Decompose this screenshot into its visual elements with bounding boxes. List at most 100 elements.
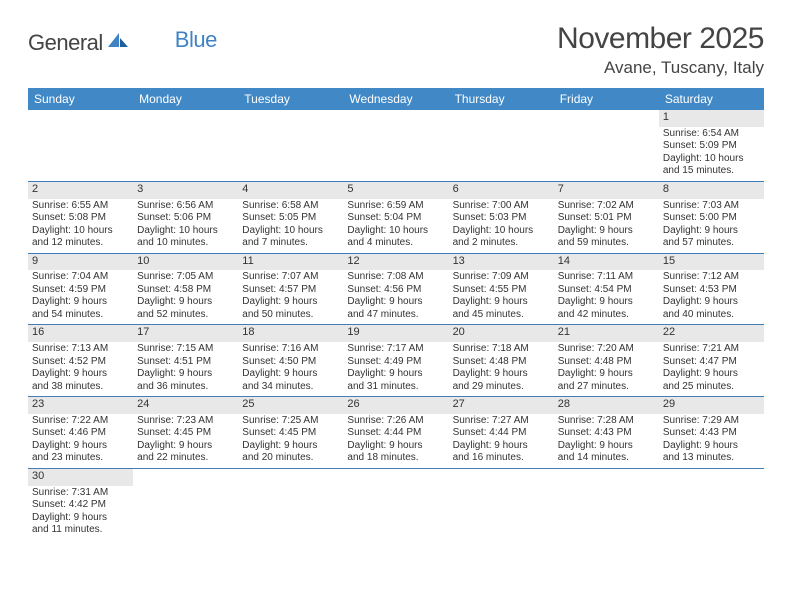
sunset-text: Sunset: 5:04 PM (347, 212, 446, 225)
sunrise-text: Sunrise: 7:22 AM (32, 415, 131, 428)
day2-text: and 54 minutes. (32, 309, 131, 322)
sunrise-text: Sunrise: 6:59 AM (347, 200, 446, 213)
sunrise-text: Sunrise: 7:20 AM (558, 343, 657, 356)
date-band: 17 (133, 325, 238, 342)
day2-text: and 18 minutes. (347, 452, 446, 465)
date-band: 21 (554, 325, 659, 342)
day-cell: 3Sunrise: 6:56 AMSunset: 5:06 PMDaylight… (133, 182, 238, 253)
sunset-text: Sunset: 4:44 PM (347, 427, 446, 440)
day2-text: and 45 minutes. (453, 309, 552, 322)
sunrise-text: Sunrise: 7:27 AM (453, 415, 552, 428)
day1-text: Daylight: 9 hours (32, 440, 131, 453)
sunset-text: Sunset: 4:54 PM (558, 284, 657, 297)
sunset-text: Sunset: 5:08 PM (32, 212, 131, 225)
date-band: 28 (554, 397, 659, 414)
sunrise-text: Sunrise: 7:08 AM (347, 271, 446, 284)
week-row: 1Sunrise: 6:54 AMSunset: 5:09 PMDaylight… (28, 110, 764, 182)
sunrise-text: Sunrise: 7:31 AM (32, 487, 131, 500)
sunset-text: Sunset: 4:49 PM (347, 356, 446, 369)
empty-cell (554, 110, 659, 181)
sunset-text: Sunset: 5:09 PM (663, 140, 762, 153)
header: General Blue November 2025 Avane, Tuscan… (28, 22, 764, 78)
sunrise-text: Sunrise: 7:25 AM (242, 415, 341, 428)
date-band: 26 (343, 397, 448, 414)
day2-text: and 22 minutes. (137, 452, 236, 465)
sunrise-text: Sunrise: 6:58 AM (242, 200, 341, 213)
day-number: 13 (453, 255, 552, 269)
day1-text: Daylight: 10 hours (32, 225, 131, 238)
date-band: 24 (133, 397, 238, 414)
day-number: 15 (663, 255, 762, 269)
dayname: Sunday (28, 88, 133, 110)
sunrise-text: Sunrise: 7:26 AM (347, 415, 446, 428)
dayname-row: SundayMondayTuesdayWednesdayThursdayFrid… (28, 88, 764, 110)
day1-text: Daylight: 9 hours (453, 368, 552, 381)
day1-text: Daylight: 9 hours (453, 440, 552, 453)
sunrise-text: Sunrise: 7:12 AM (663, 271, 762, 284)
date-band: 12 (343, 254, 448, 271)
day2-text: and 13 minutes. (663, 452, 762, 465)
date-band: 18 (238, 325, 343, 342)
sunset-text: Sunset: 4:52 PM (32, 356, 131, 369)
day-cell: 4Sunrise: 6:58 AMSunset: 5:05 PMDaylight… (238, 182, 343, 253)
day2-text: and 10 minutes. (137, 237, 236, 250)
day-number: 5 (347, 183, 446, 197)
sunrise-text: Sunrise: 7:17 AM (347, 343, 446, 356)
date-band: 13 (449, 254, 554, 271)
day1-text: Daylight: 10 hours (137, 225, 236, 238)
date-band: 23 (28, 397, 133, 414)
empty-cell (343, 469, 448, 540)
day-number: 9 (32, 255, 131, 269)
empty-cell (238, 110, 343, 181)
sunrise-text: Sunrise: 7:16 AM (242, 343, 341, 356)
day-number: 24 (137, 398, 236, 412)
week-row: 2Sunrise: 6:55 AMSunset: 5:08 PMDaylight… (28, 182, 764, 254)
day1-text: Daylight: 10 hours (663, 153, 762, 166)
day-cell: 8Sunrise: 7:03 AMSunset: 5:00 PMDaylight… (659, 182, 764, 253)
sunset-text: Sunset: 4:59 PM (32, 284, 131, 297)
sail-icon (107, 32, 129, 55)
day-cell: 15Sunrise: 7:12 AMSunset: 4:53 PMDayligh… (659, 254, 764, 325)
sunrise-text: Sunrise: 7:09 AM (453, 271, 552, 284)
day-number: 21 (558, 326, 657, 340)
date-band: 7 (554, 182, 659, 199)
empty-cell (343, 110, 448, 181)
day2-text: and 59 minutes. (558, 237, 657, 250)
sunrise-text: Sunrise: 7:03 AM (663, 200, 762, 213)
sunset-text: Sunset: 4:57 PM (242, 284, 341, 297)
sunrise-text: Sunrise: 7:05 AM (137, 271, 236, 284)
sunset-text: Sunset: 4:48 PM (558, 356, 657, 369)
day1-text: Daylight: 9 hours (32, 368, 131, 381)
sunset-text: Sunset: 4:50 PM (242, 356, 341, 369)
sunset-text: Sunset: 5:06 PM (137, 212, 236, 225)
day-cell: 17Sunrise: 7:15 AMSunset: 4:51 PMDayligh… (133, 325, 238, 396)
day2-text: and 14 minutes. (558, 452, 657, 465)
day-number: 1 (663, 111, 762, 125)
date-band: 29 (659, 397, 764, 414)
day2-text: and 27 minutes. (558, 381, 657, 394)
day-number: 22 (663, 326, 762, 340)
day-cell: 26Sunrise: 7:26 AMSunset: 4:44 PMDayligh… (343, 397, 448, 468)
sunset-text: Sunset: 4:43 PM (663, 427, 762, 440)
week-row: 9Sunrise: 7:04 AMSunset: 4:59 PMDaylight… (28, 254, 764, 326)
date-band: 4 (238, 182, 343, 199)
day2-text: and 16 minutes. (453, 452, 552, 465)
day1-text: Daylight: 9 hours (347, 296, 446, 309)
day-cell: 14Sunrise: 7:11 AMSunset: 4:54 PMDayligh… (554, 254, 659, 325)
day1-text: Daylight: 9 hours (32, 296, 131, 309)
location: Avane, Tuscany, Italy (557, 58, 764, 78)
empty-cell (659, 469, 764, 540)
date-band: 11 (238, 254, 343, 271)
day-cell: 13Sunrise: 7:09 AMSunset: 4:55 PMDayligh… (449, 254, 554, 325)
day2-text: and 29 minutes. (453, 381, 552, 394)
day-cell: 28Sunrise: 7:28 AMSunset: 4:43 PMDayligh… (554, 397, 659, 468)
sunset-text: Sunset: 4:46 PM (32, 427, 131, 440)
day-cell: 24Sunrise: 7:23 AMSunset: 4:45 PMDayligh… (133, 397, 238, 468)
day1-text: Daylight: 10 hours (453, 225, 552, 238)
day1-text: Daylight: 9 hours (137, 440, 236, 453)
date-band: 27 (449, 397, 554, 414)
day-cell: 2Sunrise: 6:55 AMSunset: 5:08 PMDaylight… (28, 182, 133, 253)
title-block: November 2025 Avane, Tuscany, Italy (557, 22, 764, 78)
month-title: November 2025 (557, 22, 764, 56)
week-row: 30Sunrise: 7:31 AMSunset: 4:42 PMDayligh… (28, 469, 764, 540)
